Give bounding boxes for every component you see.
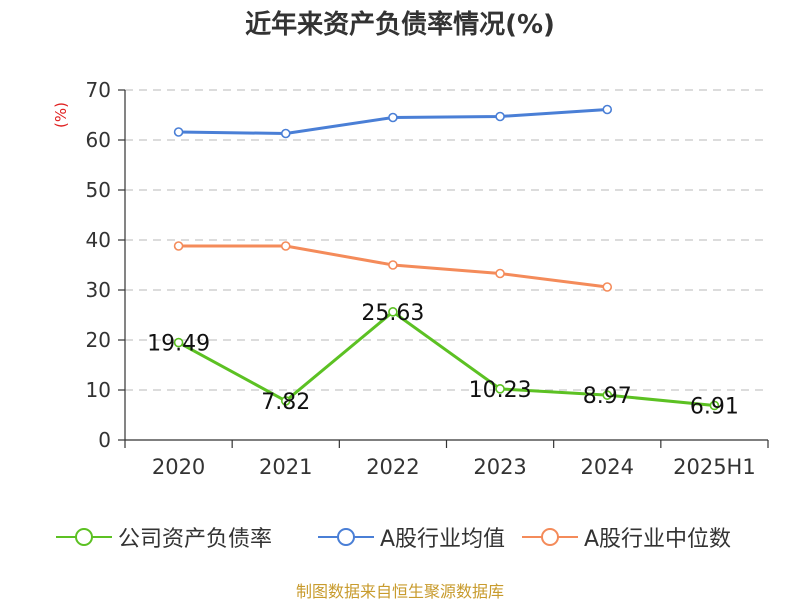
data-point: [280, 241, 291, 251]
y-tick-label: 0: [98, 428, 111, 452]
legend-marker-industry-mean: [318, 528, 374, 546]
legend-item-industry-mean[interactable]: A股行业均值: [318, 520, 505, 554]
data-point: [495, 111, 505, 122]
data-label: 10.23: [469, 378, 532, 403]
data-label: 25.63: [361, 301, 424, 326]
y-tick-label: 10: [86, 378, 111, 402]
x-tick-label: 2020: [152, 455, 205, 479]
legend-item-company[interactable]: 公司资产负债率: [56, 520, 272, 554]
data-point: [602, 390, 613, 400]
legend-label-company: 公司资产负债率: [118, 527, 273, 552]
data-point: [280, 396, 291, 406]
x-tick-label: 2024: [581, 455, 634, 479]
y-tick-label: 20: [86, 328, 111, 352]
data-label: 7.82: [261, 390, 310, 415]
chart-title: 近年来资产负债率情况(%): [245, 10, 555, 40]
series-line: [177, 309, 715, 407]
x-tick-label: 2021: [259, 455, 312, 479]
data-label: 6.91: [690, 394, 739, 419]
data-point: [709, 400, 720, 411]
data-point: [495, 268, 505, 279]
data-point: [602, 282, 613, 292]
y-tick-label: 50: [86, 178, 111, 202]
y-tick-label: 70: [86, 78, 111, 102]
data-point: [280, 128, 291, 139]
data-label: 8.97: [583, 384, 632, 409]
data-point: [173, 241, 184, 251]
data-point: [173, 337, 184, 348]
x-tick-label: 2025H1: [673, 455, 756, 479]
legend: 公司资产负债率 A股行业均值 A股行业中位数: [0, 520, 800, 554]
source-note: 制图数据来自恒生聚源数据库: [295, 582, 504, 601]
data-label: 19.49: [147, 332, 210, 357]
y-tick-label: 30: [86, 278, 111, 302]
legend-label-industry-mean: A股行业均值: [380, 527, 506, 552]
y-tick-label: 60: [86, 128, 111, 152]
legend-marker-industry-median: [522, 528, 578, 546]
x-tick-label: 2023: [473, 455, 526, 479]
legend-label-industry-median: A股行业中位数: [584, 527, 732, 552]
y-tick-label: 40: [86, 228, 111, 252]
legend-item-industry-median[interactable]: A股行业中位数: [522, 520, 731, 554]
x-tick-label: 2022: [366, 455, 419, 479]
data-point: [495, 384, 505, 394]
data-point: [388, 307, 398, 317]
legend-marker-company: [56, 528, 112, 546]
data-point: [388, 112, 398, 123]
data-point: [602, 104, 613, 115]
data-point: [173, 127, 184, 137]
data-point: [388, 260, 398, 270]
